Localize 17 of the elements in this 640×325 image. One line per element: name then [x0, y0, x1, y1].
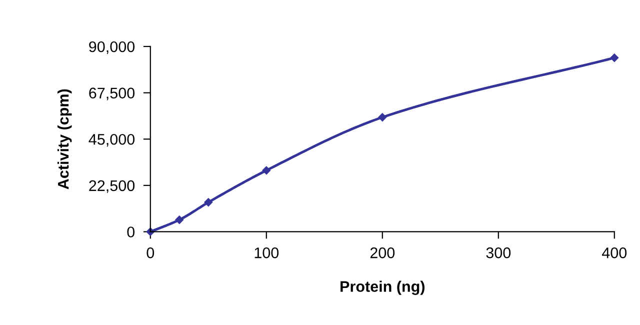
point	[175, 216, 184, 224]
y-tick-label: 67,500	[89, 88, 135, 100]
x-tick-label: 200	[370, 247, 395, 258]
x-tick-label: 400	[602, 247, 627, 258]
point	[378, 113, 387, 122]
x-tick-label: 300	[486, 247, 511, 258]
y-axis-title: Activity (cpm)	[57, 89, 72, 190]
y-tick-label: 0	[127, 226, 135, 238]
point	[610, 54, 619, 62]
x-tick-label: 0	[146, 247, 154, 258]
point	[204, 198, 213, 206]
y-tick-label: 22,500	[89, 180, 135, 193]
x-tick-label: 100	[254, 247, 279, 258]
x-axis-title: Protein (ng)	[340, 280, 424, 295]
y-tick-label: 90,000	[89, 41, 135, 54]
y-tick-label: 45,000	[88, 134, 135, 147]
point	[262, 166, 271, 175]
